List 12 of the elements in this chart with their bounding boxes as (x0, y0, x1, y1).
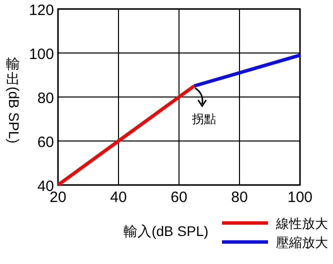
y-tick-label: 100 (28, 46, 54, 63)
legend-label: 線性放大 (275, 216, 328, 231)
y-tick-label: 80 (37, 90, 54, 107)
annotation: 拐點 (191, 112, 216, 126)
y-tick-label: 60 (37, 134, 54, 151)
legend-label: 壓縮放大 (276, 235, 328, 250)
x-tick-label: 80 (231, 189, 248, 206)
x-tick-label: 60 (170, 189, 188, 206)
x-tick-label: 100 (287, 189, 313, 206)
x-tick-label: 40 (110, 189, 127, 206)
x-axis-title: 輸入(dB SPL) (124, 223, 208, 239)
y-tick-label: 120 (28, 2, 54, 19)
